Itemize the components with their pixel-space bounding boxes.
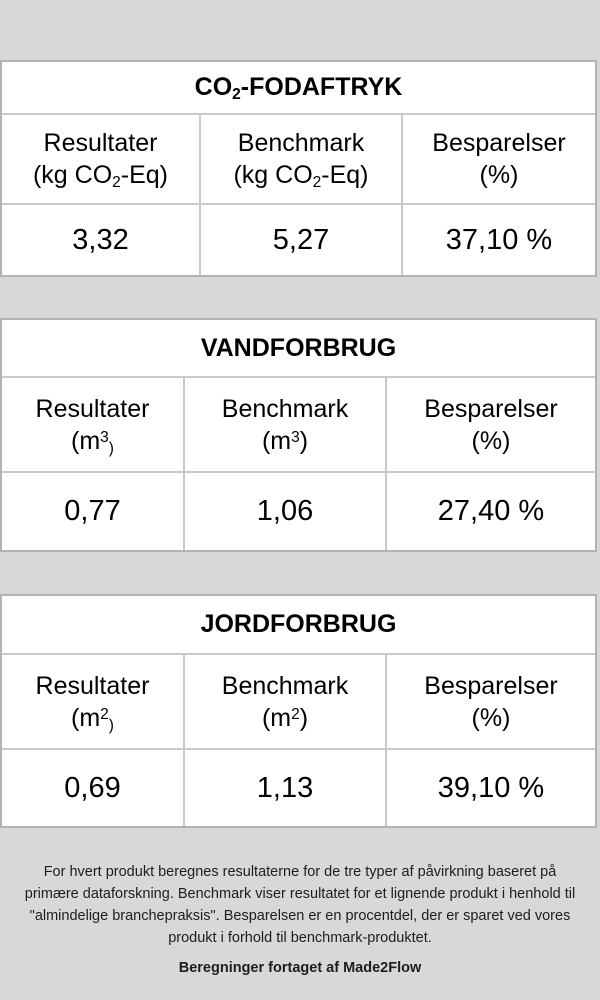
column-header-besparelser: Besparelser (%) bbox=[387, 655, 595, 750]
header-unit: (m2) bbox=[261, 703, 309, 732]
header-unit: (%) bbox=[479, 161, 519, 189]
footer-description: For hvert produkt beregnes resultaterne … bbox=[24, 864, 576, 946]
result-value: 0,69 bbox=[2, 750, 185, 826]
column-header-resultater: Resultater (kg CO2-Eq) bbox=[2, 115, 201, 205]
header-unit: (%) bbox=[471, 703, 511, 732]
subscript-2: 2 bbox=[232, 85, 241, 103]
benchmark-value: 1,13 bbox=[185, 750, 387, 826]
footer-credit: Beregninger fortaget af Made2Flow bbox=[178, 960, 422, 976]
header-label: Resultater bbox=[35, 671, 150, 700]
co2-footprint-table: CO2-FODAFTRYK Resultater (kg CO2-Eq) Ben… bbox=[0, 60, 597, 277]
co2-table-title: CO2-FODAFTRYK bbox=[2, 62, 595, 115]
column-header-resultater: Resultater (m2) bbox=[2, 655, 185, 750]
column-header-resultater: Resultater (m3) bbox=[2, 378, 185, 473]
savings-value: 27,40 % bbox=[437, 495, 545, 527]
savings-value: 37,10 % bbox=[445, 223, 553, 256]
header-label: Resultater bbox=[43, 129, 158, 157]
benchmark-value: 5,27 bbox=[201, 205, 403, 275]
result-value: 0,77 bbox=[2, 473, 185, 550]
savings-value: 39,10 % bbox=[437, 771, 545, 804]
title-text: VANDFORBRUG bbox=[200, 333, 397, 362]
header-unit: (%) bbox=[471, 426, 511, 455]
header-unit: (m3) bbox=[261, 426, 309, 455]
column-header-benchmark: Benchmark (m2) bbox=[185, 655, 387, 750]
land-table-title: JORDFORBRUG bbox=[2, 596, 595, 655]
header-unit: (m2) bbox=[71, 703, 114, 734]
header-label: Benchmark bbox=[221, 394, 349, 423]
header-label: Besparelser bbox=[424, 671, 558, 700]
header-unit: (m3) bbox=[71, 426, 114, 457]
footer: For hvert produkt beregnes resultaterne … bbox=[15, 861, 585, 979]
title-text: JORDFORBRUG bbox=[200, 610, 397, 638]
header-label: Benchmark bbox=[221, 671, 349, 700]
column-header-benchmark: Benchmark (kg CO2-Eq) bbox=[201, 115, 403, 205]
column-header-besparelser: Besparelser (%) bbox=[387, 378, 595, 473]
water-usage-table: VANDFORBRUG Resultater (m3) Benchmark (m… bbox=[0, 318, 597, 552]
header-unit: (kg CO2-Eq) bbox=[32, 161, 169, 191]
header-label: Besparelser bbox=[424, 394, 558, 423]
column-header-besparelser: Besparelser (%) bbox=[403, 115, 595, 205]
header-label: Benchmark bbox=[237, 129, 365, 157]
benchmark-value: 1,06 bbox=[185, 473, 387, 550]
column-header-benchmark: Benchmark (m3) bbox=[185, 378, 387, 473]
header-label: Resultater bbox=[35, 394, 150, 423]
header-label: Besparelser bbox=[432, 129, 566, 157]
land-usage-table: JORDFORBRUG Resultater (m2) Benchmark (m… bbox=[0, 594, 597, 828]
header-unit: (kg CO2-Eq) bbox=[233, 161, 369, 191]
title-text: CO2-FODAFTRYK bbox=[194, 73, 403, 103]
result-value: 3,32 bbox=[2, 205, 201, 275]
water-table-title: VANDFORBRUG bbox=[2, 320, 595, 378]
